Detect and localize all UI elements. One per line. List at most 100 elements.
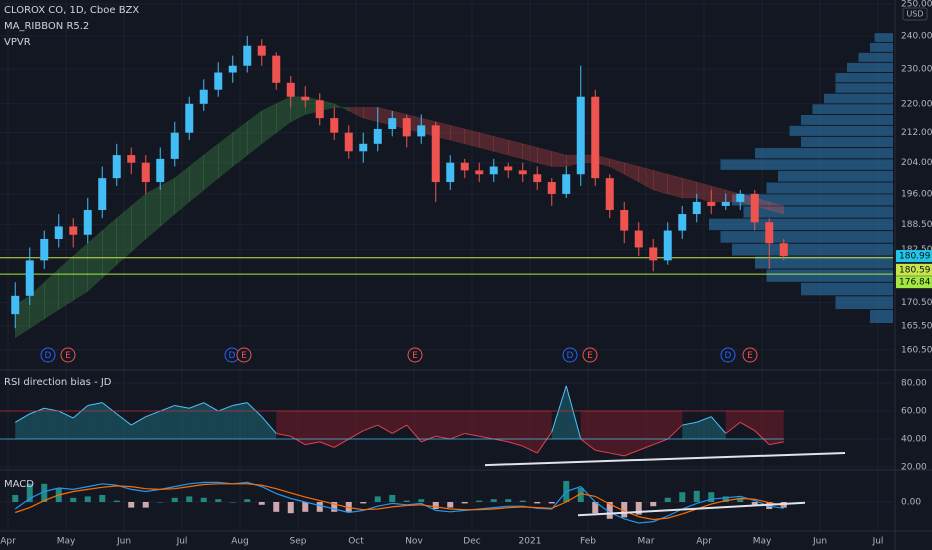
ribbon-band — [232, 121, 248, 168]
candle-body — [127, 155, 136, 163]
rsi-line — [377, 424, 393, 434]
macd-histogram — [171, 497, 178, 502]
rsi-fill — [609, 411, 625, 456]
candle-body — [170, 132, 179, 159]
vpvr-bar — [720, 231, 893, 243]
ribbon-band — [493, 136, 509, 156]
rsi-fill — [15, 413, 30, 440]
rsi-fill — [595, 411, 610, 454]
rsi-line — [391, 424, 408, 434]
macd-histogram — [679, 492, 686, 502]
rsi-line — [333, 438, 350, 448]
rsi-fill — [261, 416, 277, 440]
candle-body — [11, 295, 20, 315]
y-tick-label: 160.50 — [901, 345, 932, 355]
rsi-line — [653, 438, 668, 446]
candle-body — [257, 45, 266, 56]
rsi-line — [218, 404, 233, 412]
macd-histogram — [606, 502, 613, 519]
event-marker — [407, 347, 423, 363]
rsi-fill — [377, 411, 393, 434]
macd-histogram — [461, 502, 468, 504]
macd-histogram — [113, 500, 120, 502]
x-tick-label: Apr — [0, 537, 16, 547]
rsi-fill — [116, 413, 132, 440]
candle-body — [199, 89, 208, 104]
ribbon-band — [334, 103, 349, 112]
rsi-line — [348, 430, 364, 440]
rsi-line — [696, 416, 712, 423]
vpvr-bar — [835, 73, 893, 83]
currency-box[interactable] — [902, 7, 928, 21]
ribbon-band — [44, 268, 59, 320]
macd-histogram — [186, 496, 193, 502]
y-tick-label: 212.00 — [901, 128, 932, 138]
rsi-fill — [725, 411, 741, 434]
candle-body — [678, 214, 687, 231]
rsi-fill — [740, 411, 755, 431]
rsi-line — [595, 449, 610, 454]
candle-body — [504, 166, 513, 171]
macd-histogram — [26, 483, 33, 502]
candle-body — [83, 209, 92, 235]
rsi-fill — [551, 385, 567, 440]
rsi-line — [203, 402, 219, 412]
ribbon-band — [638, 166, 654, 191]
macd-histogram — [635, 502, 642, 515]
candle-body — [765, 222, 774, 244]
rsi-line — [464, 432, 480, 437]
macd-histogram — [577, 488, 584, 502]
rsi-fill — [102, 402, 117, 440]
x-tick-label: Jul — [872, 537, 884, 547]
rsi-fill — [464, 411, 480, 437]
event-label: E — [747, 351, 753, 361]
rsi-line — [72, 405, 89, 419]
macd-histogram — [534, 502, 541, 504]
vpvr-bar — [755, 148, 893, 159]
price-label-box — [896, 263, 932, 276]
ribbon-band — [450, 125, 465, 145]
candle-body — [112, 155, 121, 179]
candle-body — [359, 143, 368, 152]
event-marker — [720, 347, 736, 363]
candle-body — [431, 125, 440, 183]
rsi-line — [754, 430, 770, 446]
candle-body — [721, 201, 730, 206]
rsi-line — [508, 441, 523, 447]
ribbon-band — [624, 162, 639, 183]
ribbon-band — [464, 128, 480, 148]
macd-histogram — [244, 499, 251, 502]
macd-histogram — [331, 502, 338, 512]
vpvr-bar — [835, 296, 893, 310]
rsi-line — [87, 402, 103, 406]
rsi-line — [638, 444, 654, 451]
vpvr-bar — [766, 182, 893, 194]
macd-histogram — [403, 500, 410, 502]
indicator-label: VPVR — [4, 37, 31, 48]
rsi-line — [174, 404, 190, 409]
event-marker — [742, 347, 758, 363]
vpvr-bar — [801, 114, 893, 125]
y-tick-label: 60.00 — [901, 407, 927, 417]
x-tick-label: Jun — [812, 537, 827, 547]
rsi-fill — [479, 411, 494, 440]
rsi-fill — [145, 411, 161, 440]
event-label: D — [725, 351, 732, 361]
rsi-fill — [218, 405, 233, 440]
price-label-box — [896, 276, 932, 289]
macd-histogram — [447, 502, 454, 508]
rsi-title: RSI direction bias - JD — [4, 377, 112, 388]
ribbon-band — [537, 147, 552, 167]
ribbon-band — [58, 255, 74, 311]
x-tick-label: Nov — [405, 537, 423, 547]
vpvr-bar — [870, 42, 893, 52]
ribbon-band — [609, 158, 625, 175]
y-tick-label: 188.50 — [901, 220, 932, 230]
x-tick-label: Mar — [638, 537, 655, 547]
rsi-line — [246, 402, 263, 418]
rsi-line — [609, 452, 625, 457]
macd-histogram — [142, 502, 149, 508]
macd-histogram — [229, 502, 236, 503]
